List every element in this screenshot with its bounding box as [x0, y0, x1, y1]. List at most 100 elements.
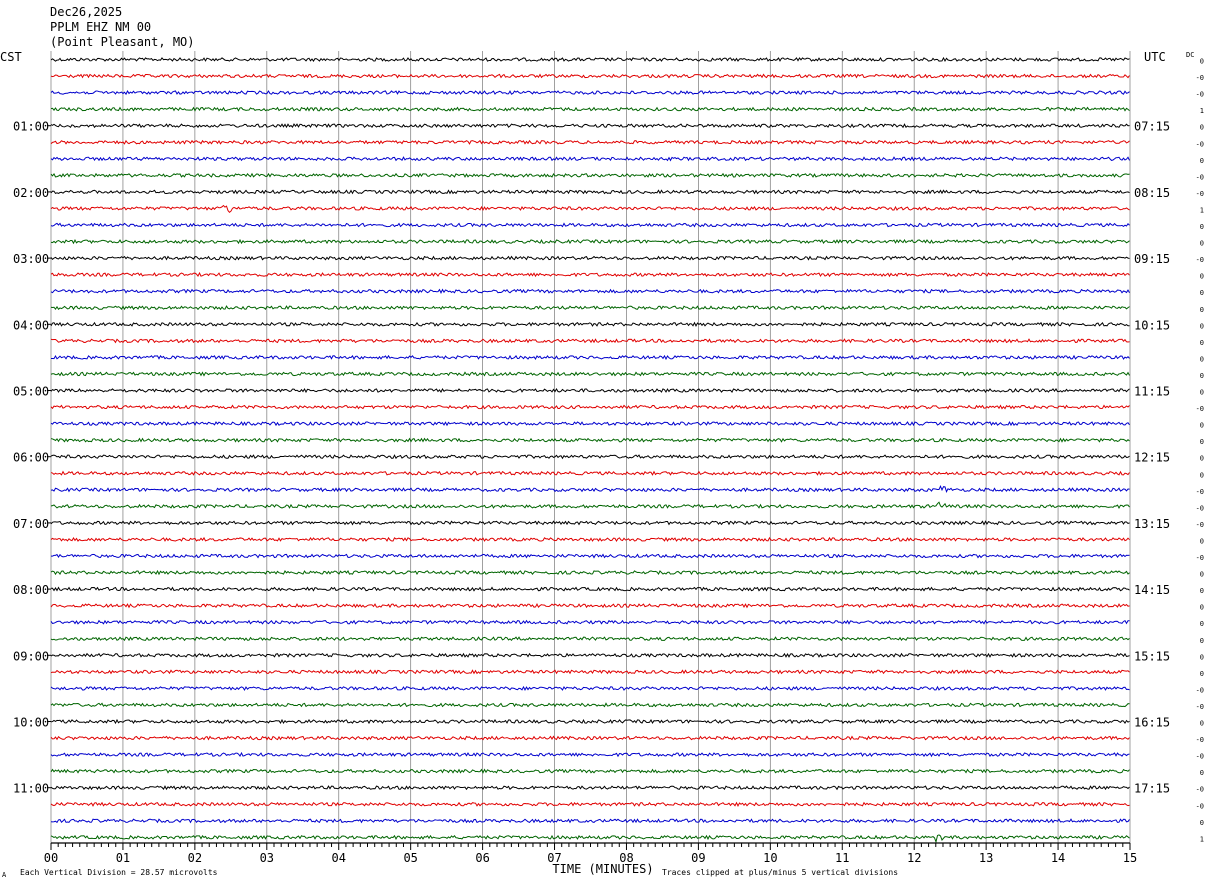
seismic-trace-line	[50, 801, 1130, 807]
seismic-trace-line	[50, 89, 1130, 96]
time-gridlines	[50, 51, 1131, 843]
dc-offset-value: -0	[1196, 504, 1204, 512]
right-hour-label: 10:15	[1134, 318, 1170, 332]
dc-offset-value: 0	[1200, 223, 1204, 231]
x-axis-title: TIME (MINUTES)	[552, 862, 653, 876]
dc-offset-value: 1	[1200, 835, 1204, 843]
right-hour-label: 07:15	[1134, 120, 1170, 134]
dc-offset-value: 0	[1200, 157, 1204, 165]
seismic-trace-line	[50, 404, 1130, 410]
seismic-trace-line	[50, 139, 1130, 145]
seismic-trace-line	[50, 238, 1130, 245]
x-tick-label: 00	[44, 851, 58, 865]
dc-offset-value: 0	[1200, 422, 1204, 430]
left-hour-label: 07:00	[13, 517, 49, 531]
dc-offset-value: -0	[1196, 74, 1204, 82]
clip-note: Traces clipped at plus/minus 5 vertical …	[662, 868, 898, 877]
dc-offset-value: 0	[1200, 355, 1204, 363]
right-hour-label: 15:15	[1134, 649, 1170, 663]
dc-offset-value: 0	[1200, 537, 1204, 545]
seismic-trace-line	[50, 305, 1130, 311]
seismic-trace-line	[50, 222, 1130, 228]
dc-offset-value: 0	[1200, 289, 1204, 297]
right-timezone-label: UTC	[1144, 50, 1166, 64]
seismic-trace-line	[50, 751, 1130, 758]
seismic-trace-line	[51, 553, 1130, 559]
left-timezone-label: CST	[0, 50, 22, 64]
left-hour-label: 09:00	[13, 649, 49, 663]
seismic-trace-line	[50, 603, 1130, 609]
seismic-trace-line	[50, 172, 1130, 178]
seismic-trace-line	[50, 834, 1130, 844]
dc-offset-value: -0	[1196, 173, 1204, 181]
seismic-trace-line	[50, 371, 1130, 377]
x-tick-label: 01	[116, 851, 130, 865]
dc-offset-value: -0	[1196, 190, 1204, 198]
dc-offset-value: 0	[1200, 819, 1204, 827]
dc-offset-value: 0	[1200, 372, 1204, 380]
seismic-trace-line	[50, 354, 1130, 361]
dc-offset-value: -0	[1196, 554, 1204, 562]
seismic-trace-line	[50, 636, 1130, 642]
dc-offset-value: 0	[1200, 306, 1204, 314]
dc-offset-value: -0	[1196, 521, 1204, 529]
left-hour-label: 10:00	[13, 716, 49, 730]
dc-offset-value: 1	[1200, 206, 1204, 214]
seismic-trace-line	[50, 106, 1130, 112]
left-hour-label: 06:00	[13, 451, 49, 465]
left-hour-label: 03:00	[13, 252, 49, 266]
seismic-trace-line	[50, 470, 1130, 476]
hour-labels: 01:00 02:00 03:00 04:00 05:00 06:00 07:00 08:00…	[13, 58, 1204, 844]
dc-offset-value: 0	[1200, 604, 1204, 612]
seismic-traces	[50, 56, 1130, 844]
seismic-trace-line	[50, 56, 1130, 63]
left-hour-label: 04:00	[13, 318, 49, 332]
seismic-trace-line	[50, 421, 1130, 427]
seismic-trace-line	[50, 271, 1130, 278]
seismic-trace-line	[50, 619, 1130, 625]
dc-offset-value: -0	[1196, 686, 1204, 694]
x-tick-label: 06	[475, 851, 489, 865]
seismic-trace-line	[50, 685, 1130, 691]
seismic-trace-line	[50, 718, 1130, 725]
seismic-trace-line	[50, 785, 1130, 791]
right-hour-label: 17:15	[1134, 782, 1170, 796]
x-tick-label: 08	[619, 851, 633, 865]
seismic-trace-line	[50, 652, 1130, 658]
x-tick-label: 07	[547, 851, 561, 865]
right-hour-label: 16:15	[1134, 716, 1170, 730]
dc-offset-value: 0	[1200, 637, 1204, 645]
x-tick-label: 14	[1051, 851, 1065, 865]
dc-offset-value: 0	[1200, 438, 1204, 446]
x-tick-label: 09	[691, 851, 705, 865]
dc-offset-value: 0	[1200, 240, 1204, 248]
seismic-trace-line	[50, 735, 1130, 741]
seismic-trace-line	[50, 123, 1130, 129]
seismic-trace-line	[50, 702, 1130, 708]
seismic-trace-line	[50, 255, 1130, 261]
dc-offset-value: 0	[1200, 322, 1204, 330]
right-hour-label: 11:15	[1134, 385, 1170, 399]
seismic-trace-line	[50, 321, 1130, 327]
header-station: PPLM EHZ NM 00	[50, 20, 151, 34]
dc-column-header: DC	[1186, 51, 1194, 59]
dc-offset-value: -0	[1196, 488, 1204, 496]
right-hour-label: 09:15	[1134, 252, 1170, 266]
seismic-trace-line	[50, 586, 1130, 592]
dc-offset-value: 0	[1200, 455, 1204, 463]
seismic-trace-line	[50, 485, 1130, 493]
seismic-trace-line	[50, 189, 1130, 195]
dc-offset-value: 0	[1200, 339, 1204, 347]
seismic-trace-line	[50, 536, 1130, 542]
x-tick-label: 11	[835, 851, 849, 865]
dc-offset-value: 0	[1200, 720, 1204, 728]
header-date: Dec26,2025	[50, 5, 122, 19]
dc-offset-value: -0	[1196, 91, 1204, 99]
dc-offset-value: 0	[1200, 670, 1204, 678]
x-tick-label: 15	[1123, 851, 1137, 865]
dc-offset-value: 0	[1200, 587, 1204, 595]
dc-offset-value: 0	[1200, 273, 1204, 281]
left-hour-label: 08:00	[13, 583, 49, 597]
left-hour-label: 01:00	[13, 120, 49, 134]
